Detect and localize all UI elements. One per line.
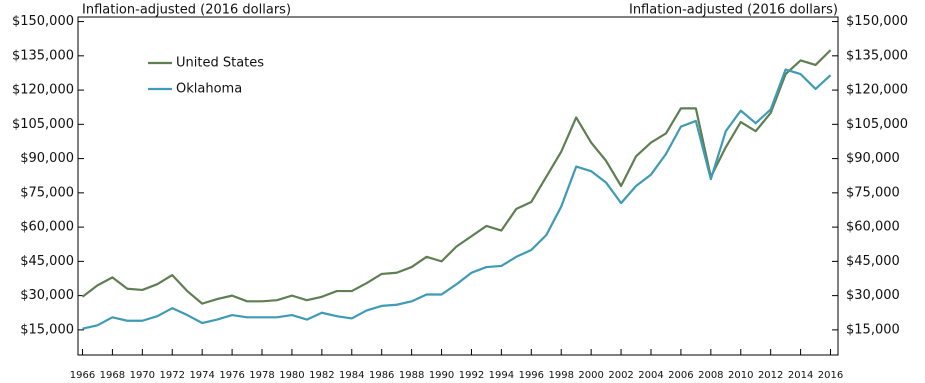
x-tick-label: 1974 <box>189 370 214 381</box>
x-tick-label: 2012 <box>758 370 783 381</box>
y2-tick-label: $30,000 <box>846 288 900 303</box>
x-tick-label: 1990 <box>429 370 454 381</box>
x-tick-label: 1994 <box>489 370 514 381</box>
x-tick-label: 2010 <box>728 370 753 381</box>
x-tick-label: 2000 <box>578 370 603 381</box>
x-tick-label: 1966 <box>70 370 95 381</box>
x-tick-label: 1998 <box>549 370 574 381</box>
y2-tick-label: $120,000 <box>846 83 908 98</box>
x-tick-label: 2008 <box>698 370 723 381</box>
x-tick-label: 1968 <box>100 370 125 381</box>
x-tick-label: 1972 <box>160 370 185 381</box>
y2-tick-label: $135,000 <box>846 48 908 63</box>
series-line <box>82 68 832 330</box>
y-tick-label: $120,000 <box>12 83 74 98</box>
x-tick-label: 1986 <box>369 370 394 381</box>
y2-tick-label: $75,000 <box>846 185 900 200</box>
x-tick-label: 1976 <box>219 370 244 381</box>
y-axis-label: Inflation-adjusted (2016 dollars) <box>82 3 291 18</box>
y2-tick-label: $15,000 <box>846 322 900 337</box>
y2-tick-label: $60,000 <box>846 220 900 235</box>
x-tick-label: 2016 <box>818 370 843 381</box>
x-tick-label: 1980 <box>279 370 304 381</box>
y-tick-label: $60,000 <box>20 220 74 235</box>
y2-tick-label: $90,000 <box>846 151 900 166</box>
y2-tick-label: $45,000 <box>846 254 900 269</box>
x-tick-label: 2006 <box>668 370 693 381</box>
x-tick-label: 1978 <box>249 370 274 381</box>
x-tick-label: 1992 <box>459 370 484 381</box>
legend-label: United States <box>176 56 264 71</box>
y2-tick-label: $150,000 <box>846 14 908 29</box>
x-tick-label: 1996 <box>519 370 544 381</box>
y-tick-label: $105,000 <box>12 117 74 132</box>
plot-frame <box>77 16 839 356</box>
series-line <box>81 49 832 305</box>
y-tick-label: $30,000 <box>20 288 74 303</box>
y-tick-label: $75,000 <box>20 185 74 200</box>
y-tick-label: $150,000 <box>12 14 74 29</box>
x-tick-label: 2002 <box>608 370 633 381</box>
legend-label: Oklahoma <box>176 82 242 97</box>
x-tick-label: 2014 <box>788 370 813 381</box>
x-tick-label: 1984 <box>339 370 364 381</box>
y-tick-label: $90,000 <box>20 151 74 166</box>
y-tick-label: $135,000 <box>12 48 74 63</box>
x-tick-label: 1988 <box>399 370 424 381</box>
x-tick-label: 1970 <box>130 370 155 381</box>
x-tick-label: 1982 <box>309 370 334 381</box>
y2-axis-label: Inflation-adjusted (2016 dollars) <box>629 3 838 18</box>
y-tick-label: $15,000 <box>20 322 74 337</box>
y-tick-label: $45,000 <box>20 254 74 269</box>
x-tick-label: 2004 <box>638 370 663 381</box>
y2-tick-label: $105,000 <box>846 117 908 132</box>
